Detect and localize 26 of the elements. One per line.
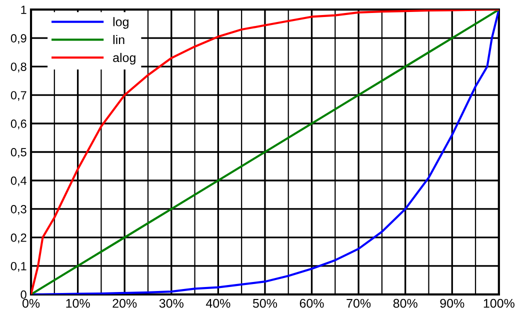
- x-tick-label: 100%: [484, 298, 514, 308]
- y-tick-label: 0,4: [10, 176, 27, 186]
- y-tick-label: 0,9: [10, 34, 26, 44]
- x-tick-label: 30%: [159, 298, 184, 308]
- x-tick-label: 50%: [252, 298, 278, 308]
- legend-label: log: [113, 17, 128, 29]
- y-tick-label: 0,3: [10, 204, 26, 215]
- x-tick-label: 20%: [112, 298, 137, 308]
- legend-label: alog: [113, 52, 136, 65]
- y-tick-label: 0,8: [10, 62, 26, 72]
- line-series: [31, 10, 499, 294]
- y-tick-label: 1: [21, 6, 26, 14]
- y-tick-label: 0,1: [10, 262, 26, 272]
- y-tick-label: 0,5: [10, 148, 26, 158]
- y-tick-label: 0,2: [10, 233, 26, 244]
- x-tick-label: 60%: [300, 298, 324, 308]
- y-tick-label: 0,7: [10, 91, 26, 101]
- y-tick-label: 0,6: [10, 120, 26, 130]
- x-tick-label: 10%: [66, 298, 90, 308]
- legend-label: lin: [113, 35, 124, 44]
- y-tick-label: 0: [20, 290, 26, 299]
- x-tick-label: 90%: [440, 298, 464, 308]
- x-tick-label: 40%: [206, 298, 230, 308]
- x-tick-label: 0%: [22, 298, 40, 308]
- x-tick-label: 70%: [346, 298, 371, 308]
- x-tick-label: 80%: [393, 298, 418, 308]
